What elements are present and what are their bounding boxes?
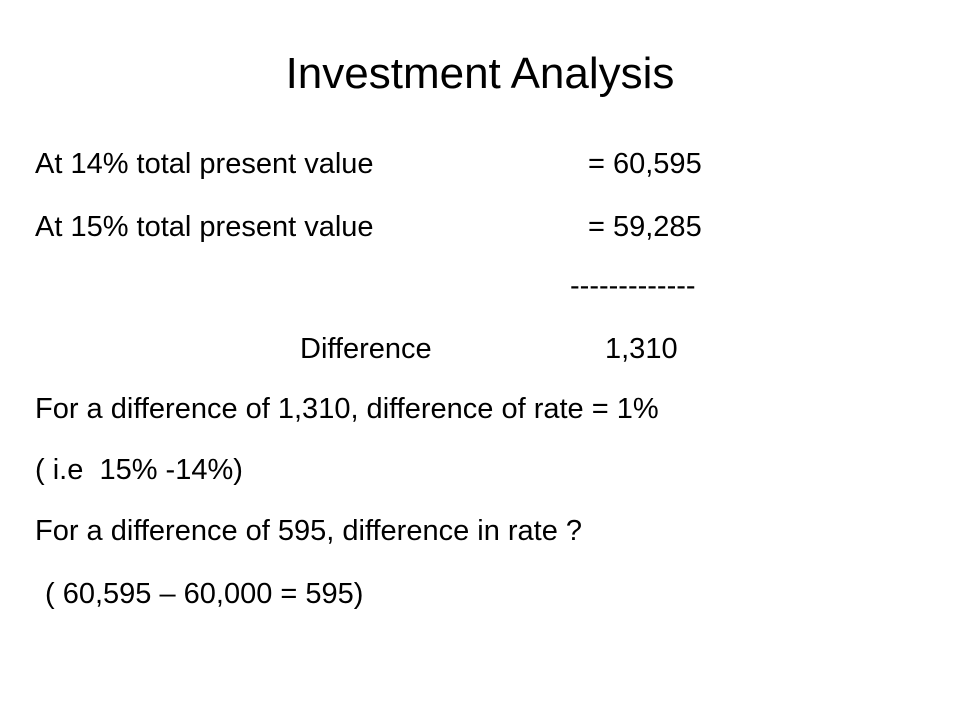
row-label: At 14% total present value bbox=[35, 148, 374, 180]
row-value: ------------- bbox=[570, 270, 696, 302]
text-line: For a difference of 595, difference in r… bbox=[35, 515, 583, 547]
slide-title: Investment Analysis bbox=[285, 49, 675, 98]
text-line: For a difference of 1,310, difference of… bbox=[35, 393, 659, 425]
text-line: ( i.e 15% -14%) bbox=[35, 454, 243, 486]
row-value: = 59,285 bbox=[588, 211, 702, 243]
text-line: ( 60,595 – 60,000 = 595) bbox=[45, 578, 364, 610]
row-label: At 15% total present value bbox=[35, 211, 374, 243]
row-value: = 60,595 bbox=[588, 148, 702, 180]
row-value: 1,310 bbox=[605, 333, 678, 365]
row-label: Difference bbox=[300, 333, 432, 365]
